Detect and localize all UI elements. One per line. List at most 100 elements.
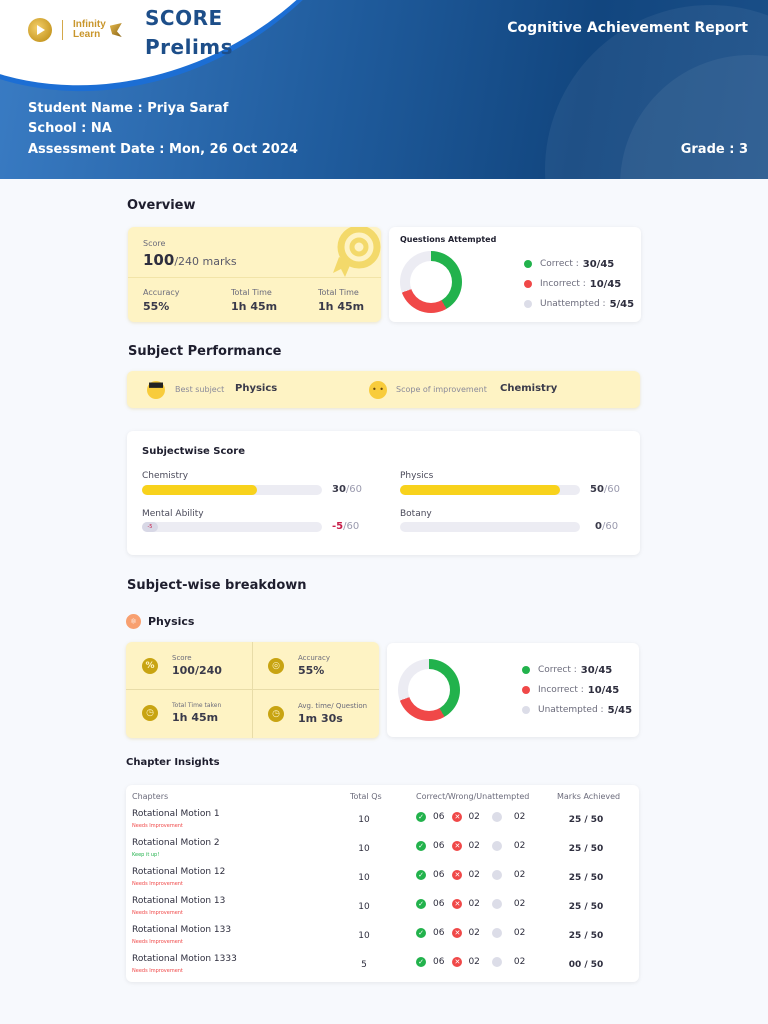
stat-label: Total Time <box>231 288 272 297</box>
wrong-count: 02 <box>468 870 480 880</box>
best-subject-label: Best subject <box>175 385 225 394</box>
best-subject-value: Physics <box>235 383 278 394</box>
chapter-name: Rotational Motion 12 <box>132 867 226 877</box>
stat-value: 55% <box>143 300 170 313</box>
correct-count: 06 <box>433 957 445 967</box>
subjectwise-score-card: Subjectwise Score Chemistry 30/60 Physic… <box>127 431 640 555</box>
grade: Grade : 3 <box>680 142 748 157</box>
chapter-name: Rotational Motion 13 <box>132 896 226 906</box>
marks-achieved: 25 / 50 <box>568 902 604 912</box>
improvement-value: Chemistry <box>500 383 558 394</box>
total: /60 <box>343 521 360 532</box>
brand-line1: Infinity <box>73 19 106 30</box>
unattempted-count: 02 <box>513 812 526 822</box>
chapter-status: Needs Improvement <box>132 968 183 974</box>
column-header-total-qs: Total Qs <box>350 792 382 801</box>
empty-circle-icon <box>491 841 502 851</box>
progress-fill <box>400 485 561 495</box>
check-circle-icon: ✓ <box>416 957 426 967</box>
breakdown-stat-total-time: ◷ Total Time taken 1h 45m <box>142 702 221 724</box>
questions-attempted-card: Questions Attempted Correct :30/45 Incor… <box>389 227 641 322</box>
marks-achieved: 25 / 50 <box>568 815 604 825</box>
stat-value: 1h 45m <box>172 711 219 724</box>
total: /60 <box>603 484 621 495</box>
divider <box>252 642 253 738</box>
correct-count: 06 <box>433 870 445 880</box>
breakdown-stats-card: % Score 100/240 ◎ Accuracy 55% ◷ Total Tim… <box>126 642 379 738</box>
chapter-name: Rotational Motion 1333 <box>132 954 237 964</box>
legend-value: 10/45 <box>589 278 622 290</box>
check-circle-icon: ✓ <box>416 870 426 880</box>
chapter-status: Needs Improvement <box>132 881 183 887</box>
score: -5 <box>332 521 344 532</box>
percent-icon: % <box>142 657 158 674</box>
legend-value: 5/45 <box>607 704 633 716</box>
cool-face-icon: ▀▀ <box>147 381 165 399</box>
legend-correct: Correct :30/45 <box>522 660 632 680</box>
breakdown-legend: Correct :30/45 Incorrect :10/45 Unattemp… <box>522 660 632 720</box>
donut-hole <box>410 261 452 303</box>
breakdown-donut-card: Correct :30/45 Incorrect :10/45 Unattemp… <box>387 643 639 737</box>
breakdown-donut-chart <box>398 659 460 721</box>
legend-correct: Correct :30/45 <box>524 254 634 274</box>
total-questions: 10 <box>358 931 370 941</box>
questions-legend: Correct :30/45 Incorrect :10/45 Unattemp… <box>524 254 634 314</box>
empty-circle-icon <box>491 957 502 967</box>
score: 0 <box>595 521 602 532</box>
unattempted-count: 02 <box>513 957 526 967</box>
logo-divider <box>62 20 63 40</box>
correct-wrong-unattempted: ✓ 06 ✕ 02 02 <box>416 870 525 880</box>
total-questions: 10 <box>358 902 370 912</box>
marks-achieved: 25 / 50 <box>568 873 604 883</box>
legend-label: Unattempted : <box>540 299 606 309</box>
table-row: Rotational Motion 133 Needs Improvement … <box>126 925 640 954</box>
overview-title: Overview <box>127 198 196 213</box>
legend-incorrect: Incorrect :10/45 <box>524 274 634 294</box>
table-row: Rotational Motion 13 Needs Improvement 1… <box>126 896 640 925</box>
stat-label: Total Time <box>318 288 359 297</box>
correct-count: 06 <box>433 899 445 909</box>
student-name: Student Name : Priya Saraf <box>28 101 229 116</box>
wrong-count: 02 <box>468 899 480 909</box>
score-obtained: 100 <box>143 251 175 269</box>
correct-count: 06 <box>433 841 445 851</box>
total-questions: 10 <box>358 844 370 854</box>
score: 30 <box>332 484 346 495</box>
column-header-marks: Marks Achieved <box>557 792 621 801</box>
subject-performance-title: Subject Performance <box>128 344 282 359</box>
incorrect-dot-icon <box>522 686 530 694</box>
subject-score-mental-ability: -5/60 <box>332 521 359 532</box>
correct-dot-icon <box>522 666 530 674</box>
empty-circle-icon <box>491 899 502 909</box>
chapter-name: Rotational Motion 133 <box>132 925 232 935</box>
legend-unattempted: Unattempted :5/45 <box>522 700 632 720</box>
brand-line2: Learn <box>73 29 101 40</box>
correct-dot-icon <box>524 260 532 268</box>
chapter-name: Rotational Motion 1 <box>132 809 220 819</box>
divider <box>126 689 379 690</box>
correct-wrong-unattempted: ✓ 06 ✕ 02 02 <box>416 812 525 822</box>
unattempted-count: 02 <box>513 870 526 880</box>
school-name: School : NA <box>28 121 112 136</box>
legend-value: 5/45 <box>609 298 635 310</box>
correct-count: 06 <box>433 812 445 822</box>
progress-bar-chemistry <box>142 485 322 495</box>
unattempted-dot-icon <box>522 706 530 714</box>
questions-attempted-title: Questions Attempted <box>400 235 497 244</box>
x-circle-icon: ✕ <box>452 899 463 909</box>
progress-fill <box>142 485 258 495</box>
subjectwise-score-title: Subjectwise Score <box>142 446 245 457</box>
marks-achieved: 25 / 50 <box>568 844 604 854</box>
questions-donut-chart <box>400 251 462 313</box>
subject-score-physics: 50/60 <box>590 484 620 495</box>
progress-bar-botany <box>400 522 580 532</box>
chapter-name: Rotational Motion 2 <box>132 838 220 848</box>
chapter-status: Keep it up! <box>132 852 160 858</box>
stat-label: Accuracy <box>298 654 330 662</box>
column-header-cwu: Correct/Wrong/Unattempted <box>416 792 530 801</box>
donut-hole <box>408 669 450 711</box>
legend-label: Incorrect : <box>540 279 586 289</box>
empty-circle-icon <box>491 870 502 880</box>
score: 50 <box>590 484 604 495</box>
page-title-line1: SCORE <box>145 6 223 30</box>
